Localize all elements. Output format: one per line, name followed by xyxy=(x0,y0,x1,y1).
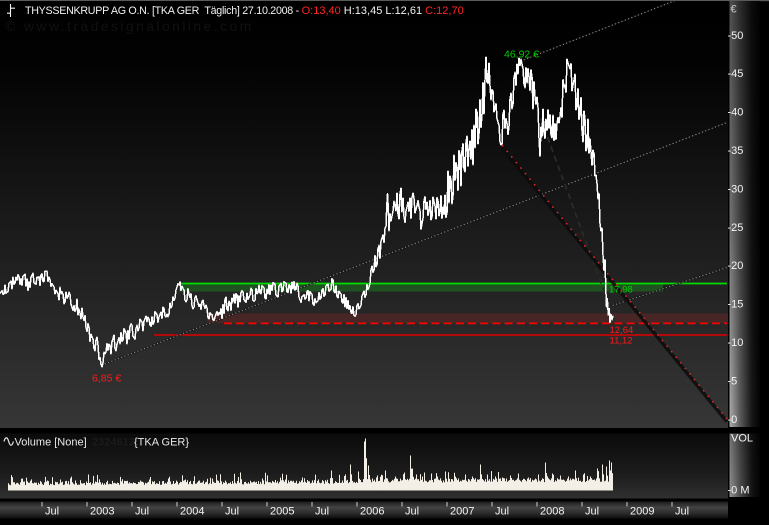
svg-text:-0 M: -0 M xyxy=(728,485,750,497)
svg-text:2003: 2003 xyxy=(90,506,114,518)
svg-text:-50: -50 xyxy=(728,30,744,42)
svg-text:-45: -45 xyxy=(728,68,744,80)
svg-text:-30: -30 xyxy=(728,183,744,195)
svg-text:Jul: Jul xyxy=(225,506,239,518)
svg-text:2004: 2004 xyxy=(180,506,204,518)
svg-text:VOL: VOL xyxy=(731,433,753,445)
svg-text:2009: 2009 xyxy=(630,506,654,518)
svg-text:-0: -0 xyxy=(728,414,738,426)
svg-text:{TKA GER}: {TKA GER} xyxy=(134,437,189,449)
svg-text:-35: -35 xyxy=(728,145,744,157)
svg-text:-10: -10 xyxy=(728,337,744,349)
svg-text:-25: -25 xyxy=(728,222,744,234)
svg-text:Jul: Jul xyxy=(315,506,329,518)
svg-text:Jul: Jul xyxy=(495,506,509,518)
svg-text:-5: -5 xyxy=(728,375,738,387)
svg-text:Jul: Jul xyxy=(135,506,149,518)
svg-text:2005: 2005 xyxy=(270,506,294,518)
svg-text:© www.tradesignalonline.com: © www.tradesignalonline.com xyxy=(5,18,254,34)
svg-text:12,64: 12,64 xyxy=(610,325,634,336)
svg-text:2324612: 2324612 xyxy=(92,437,135,449)
svg-text:2008: 2008 xyxy=(540,506,564,518)
svg-text:Jul: Jul xyxy=(585,506,599,518)
svg-text:Volume [None]: Volume [None] xyxy=(15,437,87,449)
svg-text:11,12: 11,12 xyxy=(610,336,633,347)
svg-text:-20: -20 xyxy=(728,260,744,272)
svg-text:THYSSENKRUPP AG O.N. [TKA GER: THYSSENKRUPP AG O.N. [TKA GER Täglich] 2… xyxy=(25,5,464,17)
svg-text:2006: 2006 xyxy=(360,506,384,518)
svg-text:6,85 €: 6,85 € xyxy=(92,373,121,385)
svg-text:46,92 €: 46,92 € xyxy=(504,49,539,61)
svg-text:-40: -40 xyxy=(728,107,744,119)
svg-text:€: € xyxy=(731,4,737,16)
svg-text:-15: -15 xyxy=(728,299,744,311)
svg-text:Jul: Jul xyxy=(675,506,689,518)
svg-text:2007: 2007 xyxy=(450,506,474,518)
svg-text:Jul: Jul xyxy=(45,506,59,518)
svg-text:Jul: Jul xyxy=(405,506,419,518)
svg-text:17,98: 17,98 xyxy=(609,285,633,296)
